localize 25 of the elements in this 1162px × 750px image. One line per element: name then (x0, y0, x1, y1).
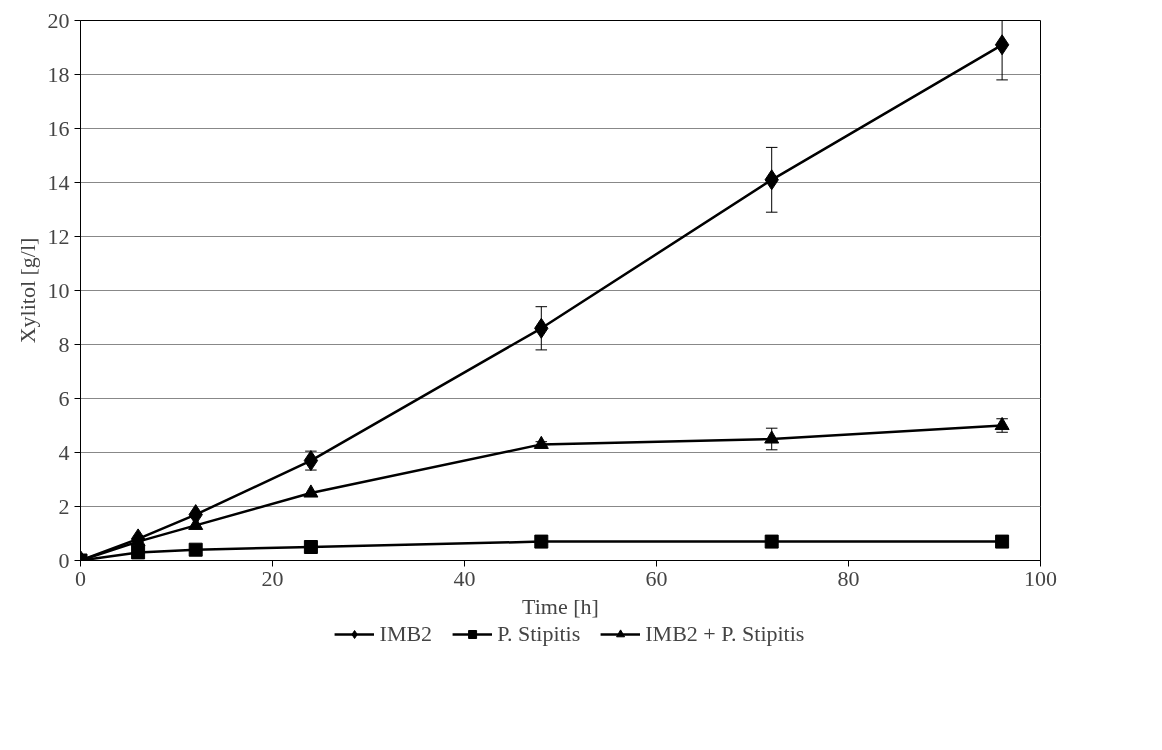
y-tick-label: 14 (47, 169, 70, 195)
y-axis-title: Xylitol [g/l] (14, 237, 40, 344)
y-tick-label: 10 (47, 277, 70, 303)
y-tick-label: 0 (58, 547, 70, 573)
x-tick-label: 80 (837, 565, 860, 591)
x-axis-title: Time [h] (522, 593, 599, 619)
point (995, 534, 1010, 549)
y-tick-label: 18 (47, 61, 70, 87)
y-tick-label: 8 (58, 331, 70, 357)
legend-label: IMB2 + P. Stipitis (645, 621, 805, 647)
y-tick-label: 4 (58, 439, 70, 465)
legend-label: P. Stipitis (497, 621, 581, 647)
y-tick-label: 2 (58, 493, 70, 519)
point (764, 430, 780, 444)
x-tick-label: 0 (75, 565, 86, 591)
point (994, 34, 1010, 56)
x-tick-label: 40 (453, 565, 476, 591)
legend-label: IMB2 (379, 621, 433, 647)
y-tick-label: 6 (58, 385, 70, 411)
y-tick-label: 16 (47, 115, 70, 141)
x-tick-label: 20 (261, 565, 284, 591)
y-tick-label: 12 (47, 223, 70, 249)
y-tick-label: 20 (47, 7, 70, 33)
x-tick-label: 60 (645, 565, 668, 591)
x-tick-label: 100 (1024, 565, 1057, 591)
